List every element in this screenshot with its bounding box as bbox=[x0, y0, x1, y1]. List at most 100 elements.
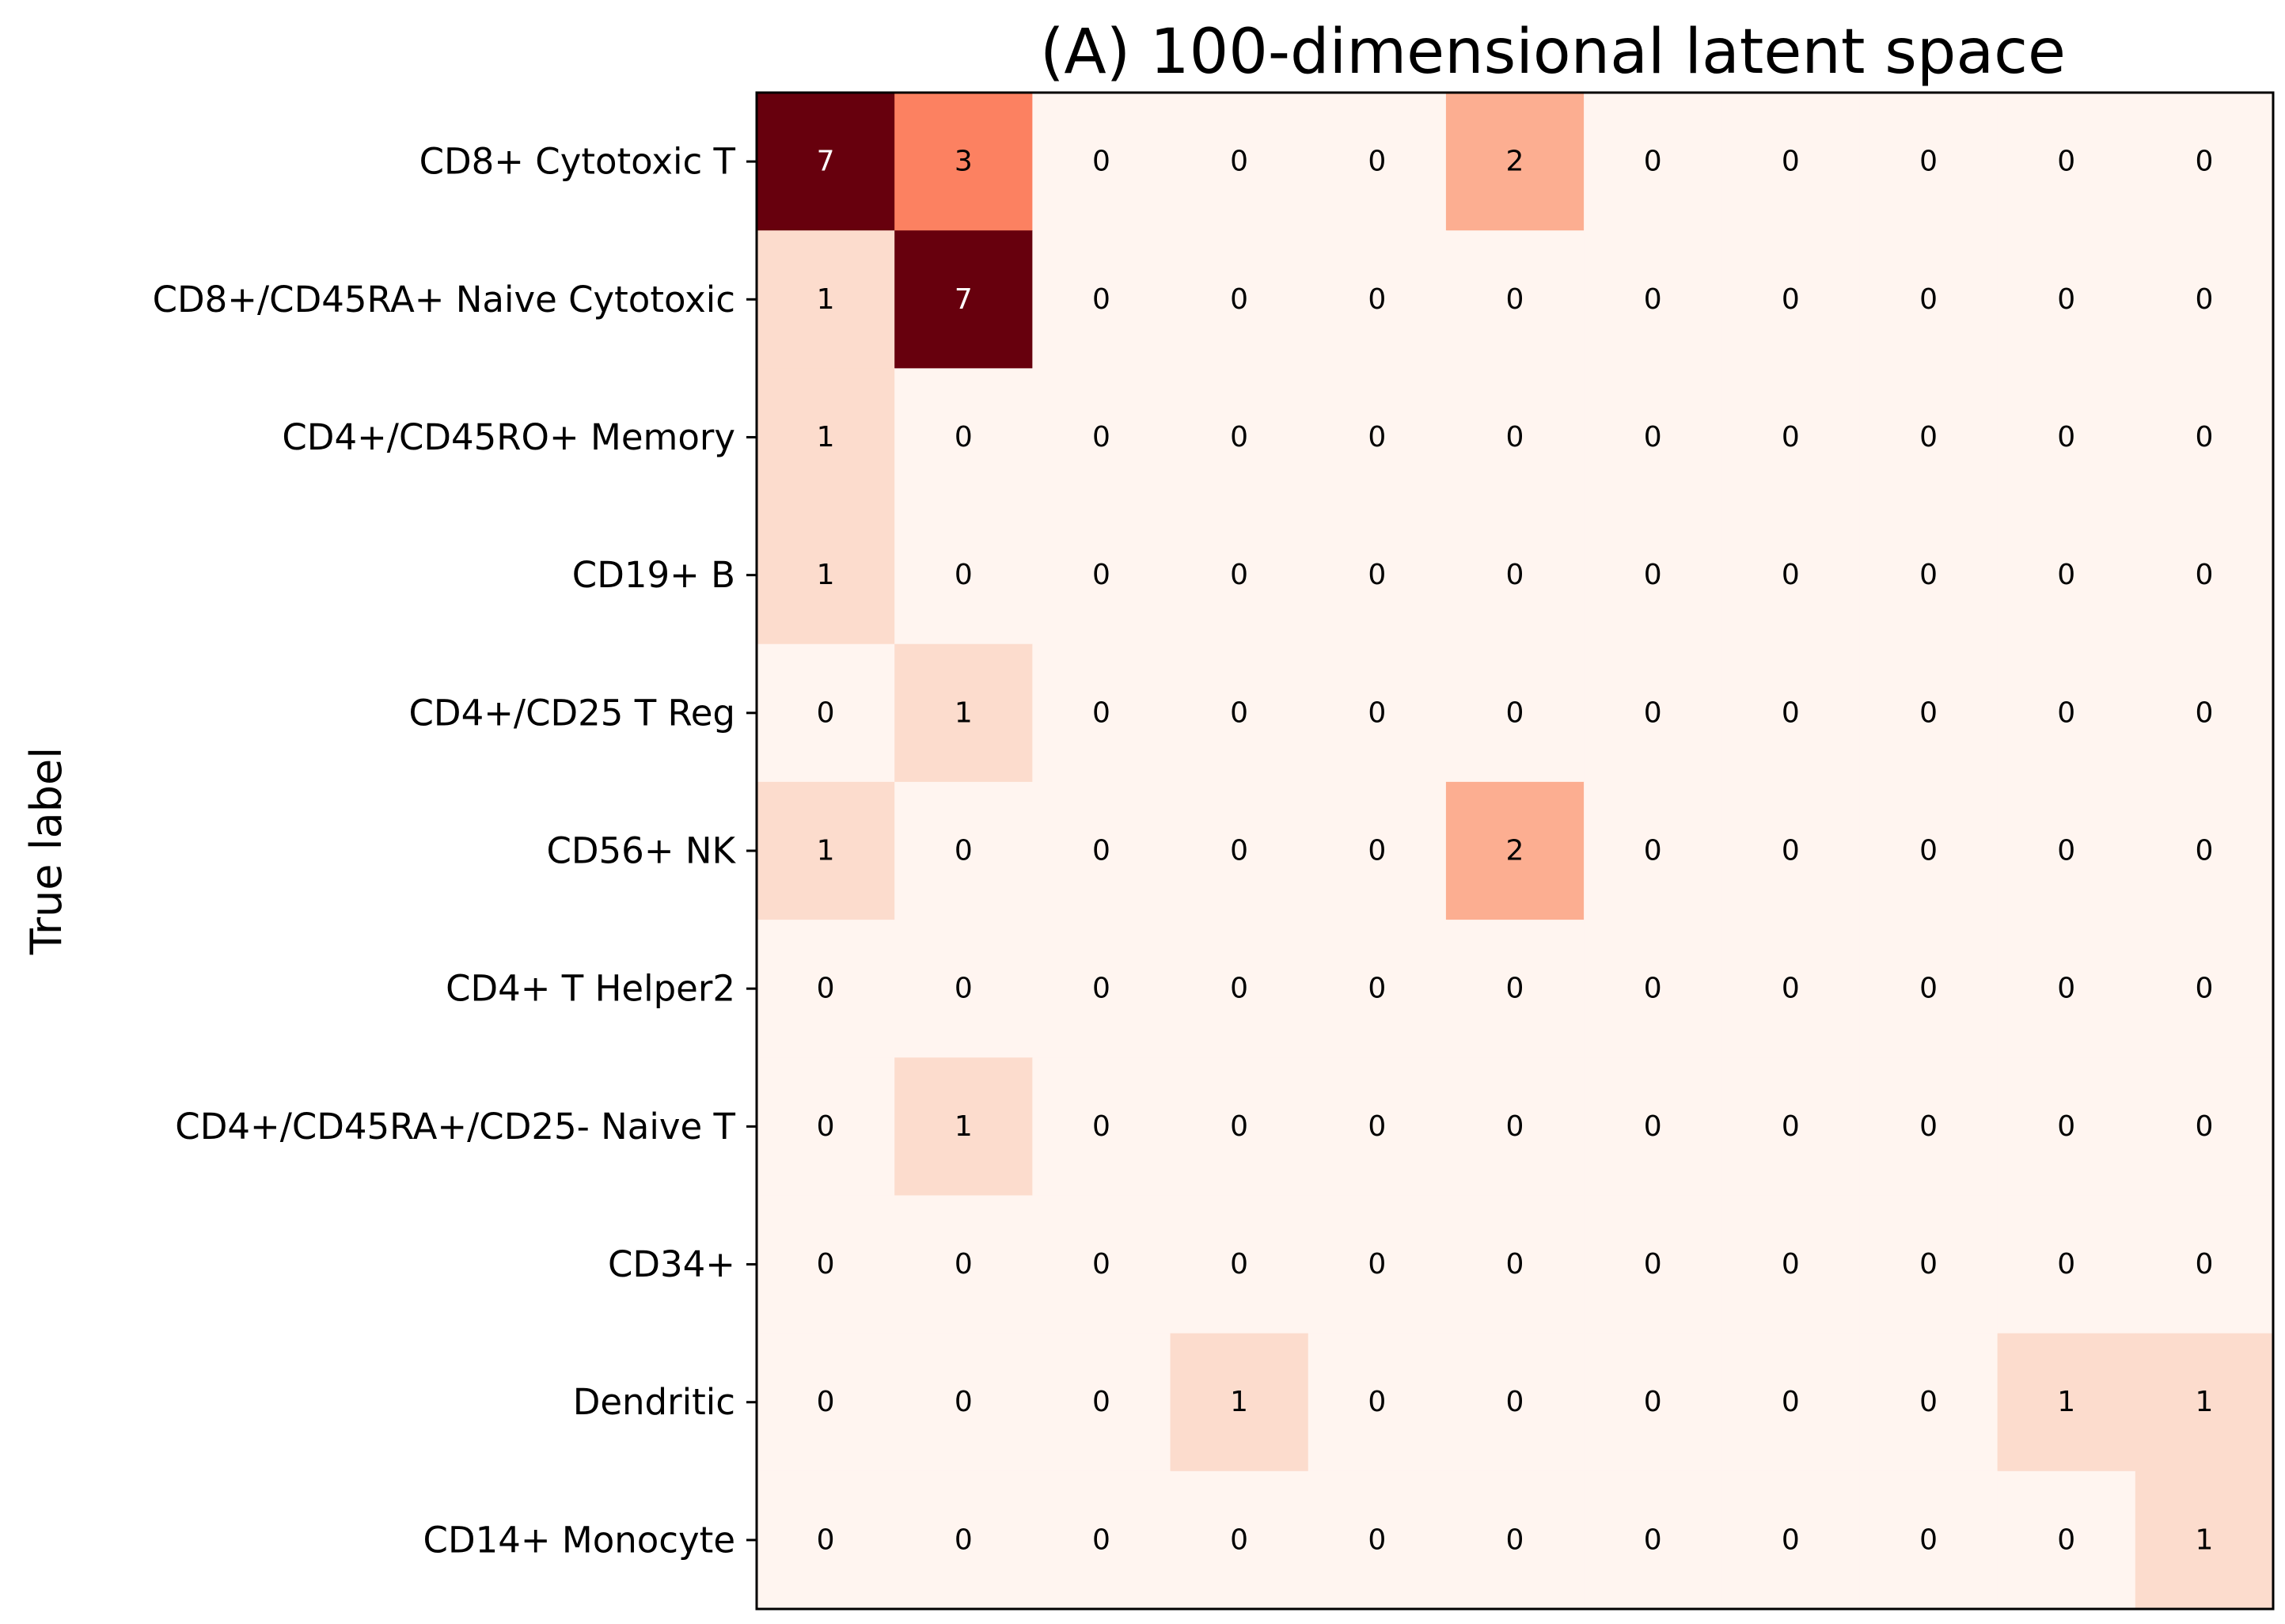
heatmap-cell bbox=[1445, 1333, 1585, 1472]
heatmap-cell bbox=[1170, 1470, 1309, 1610]
y-axis-ticks: CD8+ Cytotoxic T CD8+/CD45RA+ Naive Cytot… bbox=[153, 141, 757, 1561]
heatmap-cell bbox=[894, 643, 1033, 783]
heatmap-cell-value: 2 bbox=[1506, 835, 1524, 867]
heatmap-cell bbox=[2135, 506, 2274, 645]
heatmap-cell-value: 0 bbox=[1644, 421, 1662, 453]
heatmap-cell-value: 0 bbox=[817, 1248, 835, 1281]
heatmap-cell bbox=[894, 368, 1033, 507]
heatmap-cell-value: 7 bbox=[955, 283, 973, 316]
heatmap-cell bbox=[1170, 920, 1309, 1058]
heatmap-cell bbox=[1170, 781, 1309, 920]
heatmap-cell-value: 0 bbox=[955, 559, 973, 591]
heatmap-cell-value: 0 bbox=[2057, 559, 2075, 591]
heatmap-cell bbox=[1032, 1057, 1171, 1197]
heatmap-cell-value: 1 bbox=[2195, 1523, 2213, 1556]
heatmap-cell bbox=[1308, 643, 1447, 783]
heatmap-cell-value: 0 bbox=[1092, 421, 1110, 453]
heatmap-cell bbox=[1584, 1333, 1722, 1472]
heatmap-cell-value: 0 bbox=[2195, 1110, 2213, 1143]
heatmap-cell-value: 0 bbox=[2195, 421, 2213, 453]
heatmap-cell bbox=[894, 781, 1033, 920]
heatmap-cell bbox=[1308, 506, 1447, 645]
heatmap-cell-value: 0 bbox=[1506, 1248, 1524, 1281]
heatmap-cell-value: 1 bbox=[817, 283, 835, 316]
heatmap-cell bbox=[1445, 1057, 1585, 1197]
y-tick-label: CD56+ NK bbox=[546, 830, 736, 872]
heatmap-cell-value: 0 bbox=[817, 1523, 835, 1556]
heatmap-cell-value: 0 bbox=[2057, 1248, 2075, 1281]
y-tick-label: Dendritic bbox=[573, 1381, 735, 1423]
heatmap-cell bbox=[757, 1470, 895, 1610]
heatmap-cell-value: 0 bbox=[1230, 1523, 1248, 1556]
heatmap-cell bbox=[1997, 506, 2136, 645]
heatmap-cell bbox=[1445, 368, 1585, 507]
heatmap-cell bbox=[1170, 643, 1309, 783]
heatmap-cell-value: 0 bbox=[955, 835, 973, 867]
heatmap-cell bbox=[1170, 93, 1309, 231]
heatmap-cell-value: 0 bbox=[1368, 1523, 1386, 1556]
heatmap-cell-value: 0 bbox=[1782, 1523, 1800, 1556]
heatmap-cell bbox=[1859, 1057, 1998, 1197]
heatmap-cell bbox=[894, 1195, 1033, 1334]
heatmap-cell bbox=[1859, 643, 1998, 783]
heatmap-cell bbox=[757, 1333, 895, 1472]
heatmap-cell-value: 0 bbox=[1506, 421, 1524, 453]
heatmap-cell-value: 0 bbox=[1506, 559, 1524, 591]
heatmap-cell bbox=[1308, 368, 1447, 507]
heatmap-cell-value: 2 bbox=[1506, 146, 1524, 178]
heatmap-cell bbox=[757, 93, 895, 231]
heatmap-cell-value: 0 bbox=[1919, 835, 1938, 867]
heatmap-cell-labels: 7 3 0 0 0 2 0 0 0 0 0 1 7 0 0 0 0 0 0 0 0 0 1 0 0 0 0 0 0 0 0 0 0 1 0 0 0 0 0 0… bbox=[817, 146, 2214, 1557]
y-tick-label: CD34+ bbox=[608, 1243, 735, 1285]
heatmap-cell bbox=[757, 643, 895, 783]
heatmap-cell-value: 0 bbox=[1506, 1110, 1524, 1143]
y-tick-label: CD19+ B bbox=[572, 554, 735, 596]
heatmap-cell bbox=[1997, 1057, 2136, 1197]
heatmap-cell-value: 0 bbox=[1368, 283, 1386, 316]
y-tick-label: CD4+/CD25 T Reg bbox=[409, 692, 736, 734]
heatmap-cell-value: 0 bbox=[1782, 696, 1800, 729]
heatmap-cell bbox=[1584, 93, 1722, 231]
heatmap-cell-value: 0 bbox=[1782, 1248, 1800, 1281]
heatmap-cell-value: 1 bbox=[955, 696, 973, 729]
heatmap-cell-value: 0 bbox=[1092, 283, 1110, 316]
heatmap-cells bbox=[757, 93, 2274, 1610]
heatmap-cell bbox=[757, 1195, 895, 1334]
heatmap-cell bbox=[1997, 93, 2136, 231]
heatmap-cell bbox=[1584, 643, 1722, 783]
heatmap-cell bbox=[1170, 1057, 1309, 1197]
heatmap-cell bbox=[2135, 1195, 2274, 1334]
heatmap-cell bbox=[1308, 781, 1447, 920]
heatmap-cell-value: 0 bbox=[2195, 696, 2213, 729]
heatmap-cell bbox=[1445, 781, 1585, 920]
heatmap-cell bbox=[1721, 1333, 1861, 1472]
heatmap-cell-value: 0 bbox=[955, 1386, 973, 1418]
heatmap-cell bbox=[1584, 368, 1722, 507]
heatmap-cell bbox=[894, 1333, 1033, 1472]
heatmap-cell-value: 0 bbox=[1368, 559, 1386, 591]
heatmap-cell bbox=[1032, 368, 1171, 507]
heatmap-cell-value: 0 bbox=[2057, 696, 2075, 729]
heatmap-cell-value: 0 bbox=[817, 973, 835, 1005]
heatmap-cell bbox=[1308, 1470, 1447, 1610]
heatmap-cell-value: 0 bbox=[1230, 283, 1248, 316]
heatmap-cell-value: 7 bbox=[817, 146, 835, 178]
heatmap-cell-value: 1 bbox=[955, 1110, 973, 1143]
heatmap-cell bbox=[2135, 1057, 2274, 1197]
heatmap-cell bbox=[2135, 1470, 2274, 1610]
heatmap-cell bbox=[1032, 506, 1171, 645]
heatmap-cell bbox=[757, 506, 895, 645]
y-axis-label: True label bbox=[21, 747, 71, 955]
heatmap-cell-value: 0 bbox=[1782, 973, 1800, 1005]
heatmap-cell bbox=[1308, 93, 1447, 231]
heatmap-cell-value: 0 bbox=[1644, 973, 1662, 1005]
y-tick-label: CD4+ T Helper2 bbox=[446, 968, 735, 1010]
y-tick-label: CD4+/CD45RA+/CD25- Naive T bbox=[175, 1106, 735, 1148]
heatmap-cell-value: 0 bbox=[2057, 1523, 2075, 1556]
heatmap-cell bbox=[1859, 506, 1998, 645]
heatmap-cell-value: 0 bbox=[1506, 1523, 1524, 1556]
heatmap-cell-value: 0 bbox=[955, 421, 973, 453]
heatmap-cell-value: 1 bbox=[817, 421, 835, 453]
heatmap-cell bbox=[1997, 1333, 2136, 1472]
heatmap-cell bbox=[2135, 1333, 2274, 1472]
